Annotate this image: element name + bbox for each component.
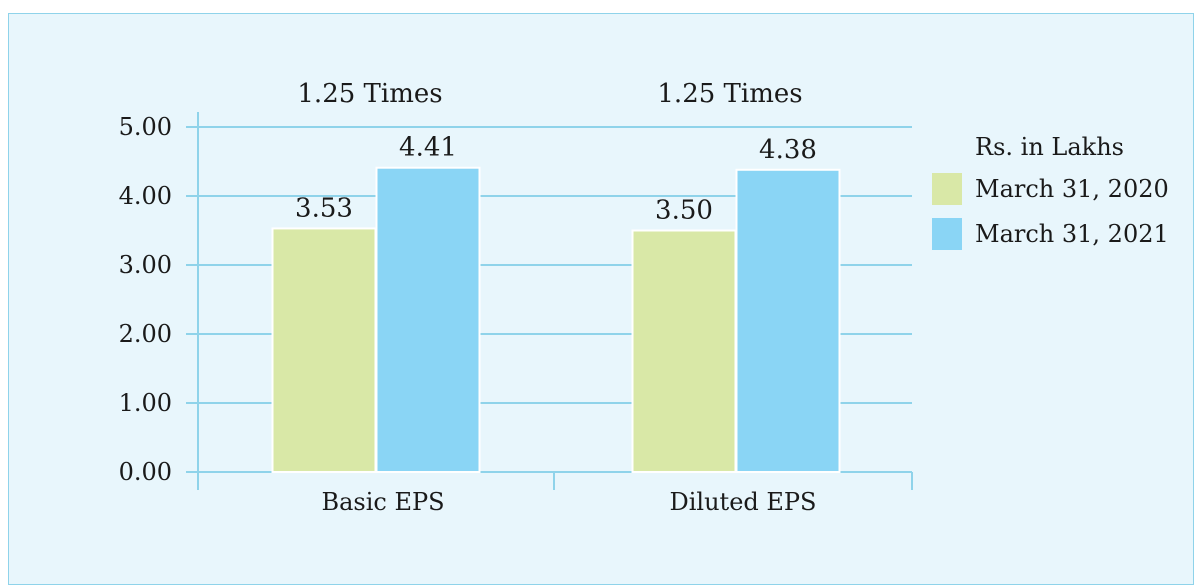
ratio-label-1: 1.25 Times	[657, 79, 802, 109]
bar-2021-0	[375, 166, 481, 474]
ratio-label-0: 1.25 Times	[297, 79, 442, 109]
legend-title: Rs. in Lakhs	[975, 133, 1124, 161]
legend-swatch-2021	[932, 218, 962, 250]
category-label-1: Diluted EPS	[670, 488, 817, 516]
data-label-2021-0: 4.41	[399, 133, 457, 163]
y-tick-label-0: 0.00	[119, 458, 172, 486]
y-tick-label-3: 3.00	[119, 251, 172, 279]
legend-swatch-2020	[932, 173, 962, 205]
bar-2020-1	[631, 229, 737, 473]
legend-label-2021: March 31, 2021	[975, 220, 1169, 248]
bar-2020-0	[271, 227, 377, 473]
chart-panel	[8, 13, 1194, 585]
data-label-2021-1: 4.38	[759, 135, 817, 165]
y-tick-label-1: 1.00	[119, 389, 172, 417]
category-label-0: Basic EPS	[321, 488, 444, 516]
bar-2021-1	[735, 168, 841, 473]
legend-label-2020: March 31, 2020	[975, 175, 1169, 203]
data-label-2020-0: 3.53	[295, 193, 353, 223]
data-label-2020-1: 3.50	[655, 196, 713, 226]
y-tick-label-5: 5.00	[119, 113, 172, 141]
y-tick-label-2: 2.00	[119, 320, 172, 348]
y-tick-label-4: 4.00	[119, 182, 172, 210]
